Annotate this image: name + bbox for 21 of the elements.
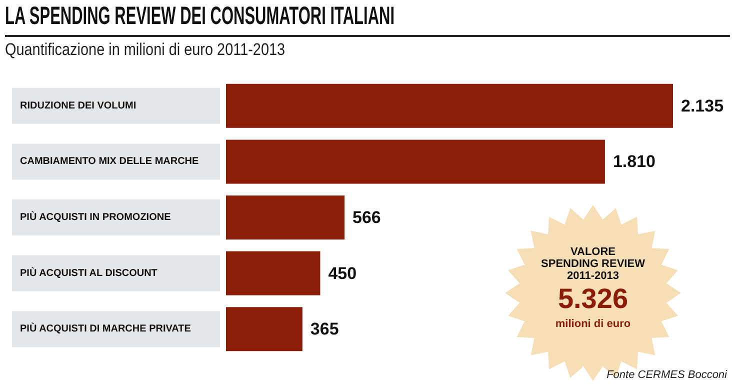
chart-subtitle: Quantificazione in milioni di euro 2011-2013 <box>5 40 286 60</box>
data-label: 566 <box>352 208 381 227</box>
y-tick-label: CAMBIAMENTO MIX DELLE MARCHE <box>20 156 200 168</box>
y-tick-label: RIDUZIONE DEI VOLUMI <box>20 100 136 112</box>
bar <box>226 140 605 184</box>
annotation: milioni di euro <box>554 318 632 330</box>
annotation: 5.326 <box>556 283 630 315</box>
y-tick-label: PIÙ ACQUISTI AL DISCOUNT <box>20 266 158 279</box>
y-tick-label: PIÙ ACQUISTI DI MARCHE PRIVATE <box>20 322 192 335</box>
annotation: VALORE SPENDING REVIEW 2011-2013 <box>540 246 646 282</box>
data-label: 1.810 <box>612 152 656 172</box>
data-label: 2.135 <box>681 96 724 116</box>
bar <box>226 84 673 128</box>
data-label: 450 <box>328 264 357 283</box>
bar <box>226 196 344 240</box>
bar <box>226 307 302 352</box>
data-label: 365 <box>310 320 339 339</box>
bar <box>226 251 320 296</box>
y-tick-label: PIÙ ACQUISTI IN PROMOZIONE <box>20 211 172 223</box>
source-note: Fonte CERMES Bocconi <box>606 369 727 381</box>
chart-title: LA SPENDING REVIEW DEI CONSUMATORI ITALIANI <box>5 2 395 31</box>
